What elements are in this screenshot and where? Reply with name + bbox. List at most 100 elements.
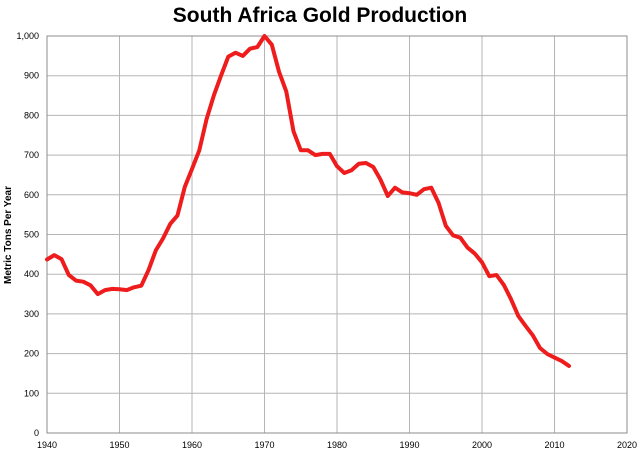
data-point bbox=[473, 252, 476, 255]
x-tick-label: 2000 bbox=[472, 440, 492, 450]
data-point bbox=[451, 234, 455, 237]
data-point bbox=[393, 186, 397, 189]
y-tick-label: 600 bbox=[24, 190, 39, 200]
data-point bbox=[234, 51, 237, 54]
x-tick-label: 1940 bbox=[37, 440, 57, 450]
data-point bbox=[96, 292, 100, 296]
data-point bbox=[67, 273, 71, 277]
data-point bbox=[531, 334, 534, 337]
data-point bbox=[495, 273, 498, 277]
data-point bbox=[372, 165, 375, 169]
data-point bbox=[111, 287, 114, 291]
chart-title: South Africa Gold Production bbox=[172, 4, 468, 27]
data-point bbox=[408, 192, 411, 195]
x-tick-label: 2020 bbox=[617, 440, 637, 450]
data-point bbox=[546, 352, 549, 356]
data-point bbox=[321, 152, 324, 156]
data-point bbox=[285, 90, 288, 93]
data-point bbox=[198, 149, 201, 152]
data-point bbox=[125, 288, 128, 292]
y-tick-label: 100 bbox=[24, 388, 39, 398]
data-point bbox=[480, 261, 484, 264]
data-point bbox=[386, 194, 389, 198]
data-point bbox=[538, 346, 542, 350]
y-tick-label: 800 bbox=[24, 110, 39, 120]
data-point bbox=[183, 185, 186, 189]
y-tick-label: 1,000 bbox=[16, 31, 39, 41]
x-tick-label: 1980 bbox=[327, 440, 347, 450]
y-axis-label: Metric Tons Per Year bbox=[3, 186, 14, 284]
y-tick-label: 300 bbox=[24, 309, 39, 319]
data-point bbox=[169, 222, 172, 225]
y-tick-label: 0 bbox=[34, 428, 39, 438]
y-tick-label: 400 bbox=[24, 269, 39, 279]
data-point bbox=[89, 284, 92, 287]
data-point bbox=[509, 298, 513, 301]
data-point bbox=[314, 153, 317, 157]
data-point bbox=[502, 283, 505, 287]
data-point bbox=[270, 43, 273, 46]
data-point bbox=[227, 55, 230, 58]
data-point bbox=[350, 169, 353, 172]
data-point bbox=[364, 161, 368, 165]
data-point bbox=[444, 224, 447, 227]
data-point bbox=[567, 364, 571, 368]
data-point bbox=[415, 193, 418, 196]
data-point bbox=[103, 288, 107, 292]
data-point bbox=[74, 279, 78, 282]
data-point bbox=[190, 167, 194, 171]
y-axis-ticks: 0 100 200 300 400 500 600 700 800 900 1,000 bbox=[16, 31, 39, 438]
series-layer bbox=[45, 34, 571, 368]
plot-frame bbox=[46, 35, 628, 434]
data-point bbox=[256, 45, 259, 49]
gridlines bbox=[46, 35, 628, 434]
data-point bbox=[343, 171, 346, 175]
y-tick-label: 900 bbox=[24, 71, 39, 81]
data-point bbox=[437, 201, 440, 204]
x-tick-label: 1950 bbox=[109, 440, 129, 450]
data-point bbox=[401, 191, 404, 194]
data-point bbox=[524, 324, 527, 327]
x-tick-label: 1970 bbox=[254, 440, 274, 450]
data-point bbox=[466, 246, 469, 249]
data-point bbox=[60, 257, 63, 261]
data-point bbox=[430, 186, 433, 189]
x-tick-label: 1990 bbox=[399, 440, 419, 450]
data-point bbox=[147, 269, 150, 272]
data-point bbox=[459, 236, 462, 239]
data-point bbox=[379, 178, 382, 181]
data-point bbox=[132, 286, 136, 289]
data-point bbox=[357, 162, 360, 165]
data-point bbox=[45, 258, 49, 261]
data-point bbox=[263, 34, 266, 38]
x-tick-label: 1960 bbox=[182, 440, 202, 450]
data-point bbox=[161, 237, 165, 240]
data-point bbox=[277, 70, 281, 73]
y-tick-label: 200 bbox=[24, 349, 39, 359]
data-point bbox=[328, 152, 331, 156]
data-point bbox=[248, 47, 252, 50]
data-point bbox=[306, 149, 310, 152]
data-point bbox=[517, 314, 520, 318]
data-point bbox=[422, 188, 426, 191]
data-point bbox=[560, 359, 563, 363]
series-line bbox=[45, 34, 571, 368]
data-point bbox=[488, 275, 491, 278]
x-tick-label: 2010 bbox=[544, 440, 564, 450]
data-point bbox=[219, 74, 223, 77]
data-point bbox=[82, 280, 85, 283]
data-point bbox=[553, 356, 556, 359]
data-point bbox=[154, 249, 157, 252]
data-point bbox=[292, 130, 295, 133]
y-tick-label: 700 bbox=[24, 150, 39, 160]
data-point bbox=[212, 94, 215, 97]
data-point bbox=[299, 149, 302, 152]
data-point bbox=[205, 118, 208, 121]
data-point bbox=[53, 253, 56, 257]
x-axis-ticks: 1940 1950 1960 1970 1980 1990 2000 2010 2020 bbox=[37, 440, 637, 450]
data-point bbox=[241, 54, 244, 58]
y-tick-label: 500 bbox=[24, 230, 39, 240]
data-point bbox=[176, 214, 179, 217]
data-point bbox=[118, 288, 121, 291]
